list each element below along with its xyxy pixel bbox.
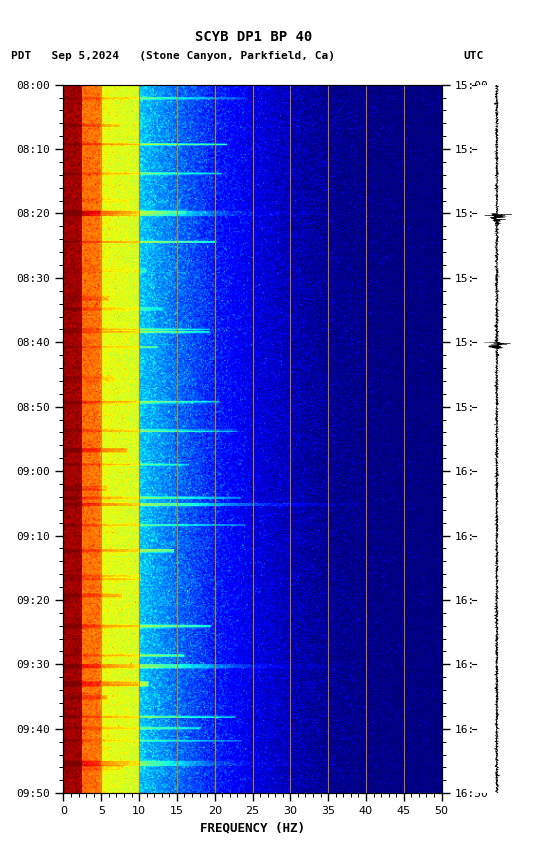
Text: SCYB DP1 BP 40: SCYB DP1 BP 40	[195, 30, 312, 44]
X-axis label: FREQUENCY (HZ): FREQUENCY (HZ)	[200, 822, 305, 835]
Text: PDT   Sep 5,2024   (Stone Canyon, Parkfield, Ca): PDT Sep 5,2024 (Stone Canyon, Parkfield,…	[11, 51, 335, 60]
Text: UTC: UTC	[464, 51, 484, 60]
